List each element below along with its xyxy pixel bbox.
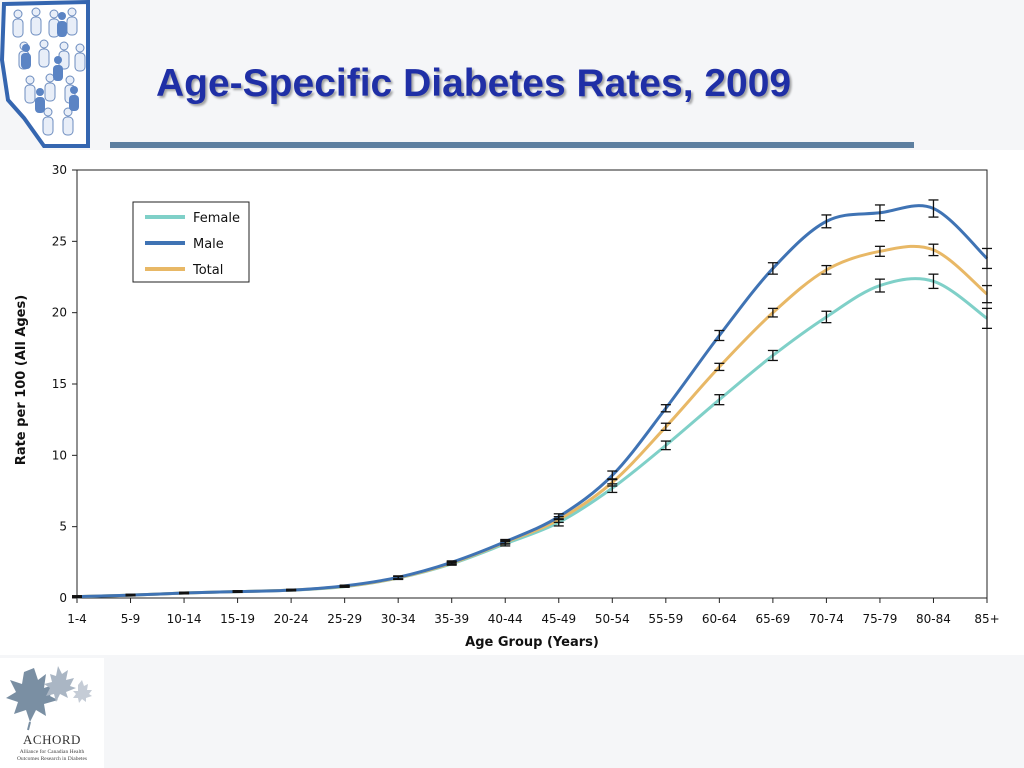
series-line-total [76, 244, 988, 599]
legend-label-total: Total [192, 263, 223, 278]
error-bar-male [660, 404, 671, 413]
x-tick-label: 50-54 [595, 612, 630, 626]
y-tick-label: 10 [52, 448, 67, 462]
x-tick-label: 85+ [974, 612, 999, 626]
achord-subtitle-line2: Outcomes Research in Diabetes [16, 756, 88, 762]
y-tick-label: 25 [52, 234, 67, 248]
series-line-female [76, 277, 988, 599]
x-tick-label: 20-24 [274, 612, 309, 626]
error-bar-male [928, 199, 939, 218]
error-bar-total [446, 560, 457, 566]
y-tick-label: 5 [59, 520, 67, 534]
title-divider [110, 142, 914, 148]
error-bar-total [553, 516, 564, 524]
x-tick-label: 65-69 [755, 612, 790, 626]
error-bar-total [660, 422, 671, 432]
y-tick-label: 15 [52, 377, 67, 391]
error-bar-total [393, 575, 404, 580]
error-bar-total [607, 478, 618, 487]
x-tick-label: 75-79 [863, 612, 898, 626]
error-bar-female [982, 307, 992, 330]
error-bar-total [232, 590, 243, 593]
error-bar-total [286, 588, 297, 592]
error-bar-male [821, 214, 832, 229]
diabetes-rates-chart: 0 5 10 15 20 25 30 1-4 5-9 10-14 15-19 20-24 25-29 3… [14, 163, 1000, 650]
chart-panel: 0 5 10 15 20 25 30 1-4 5-9 10-14 15-19 20-24 25-29 3… [0, 150, 1024, 655]
error-bar-total [874, 245, 885, 257]
x-axis-title: Age Group (Years) [465, 635, 599, 650]
error-bar-female [928, 273, 939, 290]
error-bar-total [500, 539, 511, 545]
achord-name: ACHORD [23, 732, 81, 747]
maple-leaf-icon [6, 668, 58, 722]
x-tick-label: 10-14 [167, 612, 202, 626]
error-bar-total [72, 595, 82, 598]
x-tick-label: 80-84 [916, 612, 951, 626]
error-bar-female [874, 278, 885, 293]
x-tick-label: 55-59 [648, 612, 683, 626]
y-tick-label: 0 [59, 591, 67, 605]
x-axis-ticks: 1-4 5-9 10-14 15-19 20-24 25-29 30-34 35-39 40-4… [67, 598, 1000, 626]
legend: Female Male Total [132, 201, 250, 283]
error-bar-male [874, 204, 885, 222]
error-bar-total [821, 264, 832, 275]
error-bar-total [982, 284, 992, 304]
y-axis-ticks: 0 5 10 15 20 25 30 [52, 163, 77, 605]
error-bar-total [714, 362, 725, 372]
x-tick-label: 25-29 [327, 612, 362, 626]
legend-label-female: Female [193, 211, 240, 226]
error-bar-male [767, 262, 778, 275]
x-tick-label: 40-44 [488, 612, 523, 626]
error-bar-total [767, 307, 778, 318]
achord-subtitle-line1: Alliance for Canadian Health [19, 749, 85, 755]
achord-subtitle: Alliance for Canadian Health Outcomes Re… [0, 749, 104, 763]
achord-logo: ACHORD Alliance for Canadian Health Outc… [0, 658, 104, 768]
error-bar-total [339, 584, 350, 588]
x-tick-label: 45-49 [541, 612, 576, 626]
x-tick-label: 5-9 [121, 612, 141, 626]
error-bar-male [982, 247, 992, 270]
legend-label-male: Male [193, 237, 224, 252]
error-bar-total [125, 593, 136, 597]
error-bar-female [714, 394, 725, 406]
x-tick-label: 70-74 [809, 612, 844, 626]
province-people-logo [0, 0, 92, 148]
error-bar-male [714, 329, 725, 342]
error-bar-total [179, 591, 190, 595]
x-tick-label: 60-64 [702, 612, 737, 626]
y-axis-title: Rate per 100 (All Ages) [14, 295, 29, 465]
error-bar-female [660, 440, 671, 451]
y-tick-label: 20 [52, 306, 67, 320]
y-tick-label: 30 [52, 163, 67, 177]
x-tick-label: 15-19 [220, 612, 255, 626]
error-bars [72, 199, 992, 598]
error-bar-total [928, 243, 939, 257]
x-tick-label: 30-34 [381, 612, 416, 626]
error-bar-female [821, 310, 832, 324]
slide-title: Age-Specific Diabetes Rates, 2009 [156, 62, 792, 105]
error-bar-female [767, 349, 778, 362]
x-tick-label: 35-39 [434, 612, 469, 626]
x-tick-label: 1-4 [67, 612, 87, 626]
